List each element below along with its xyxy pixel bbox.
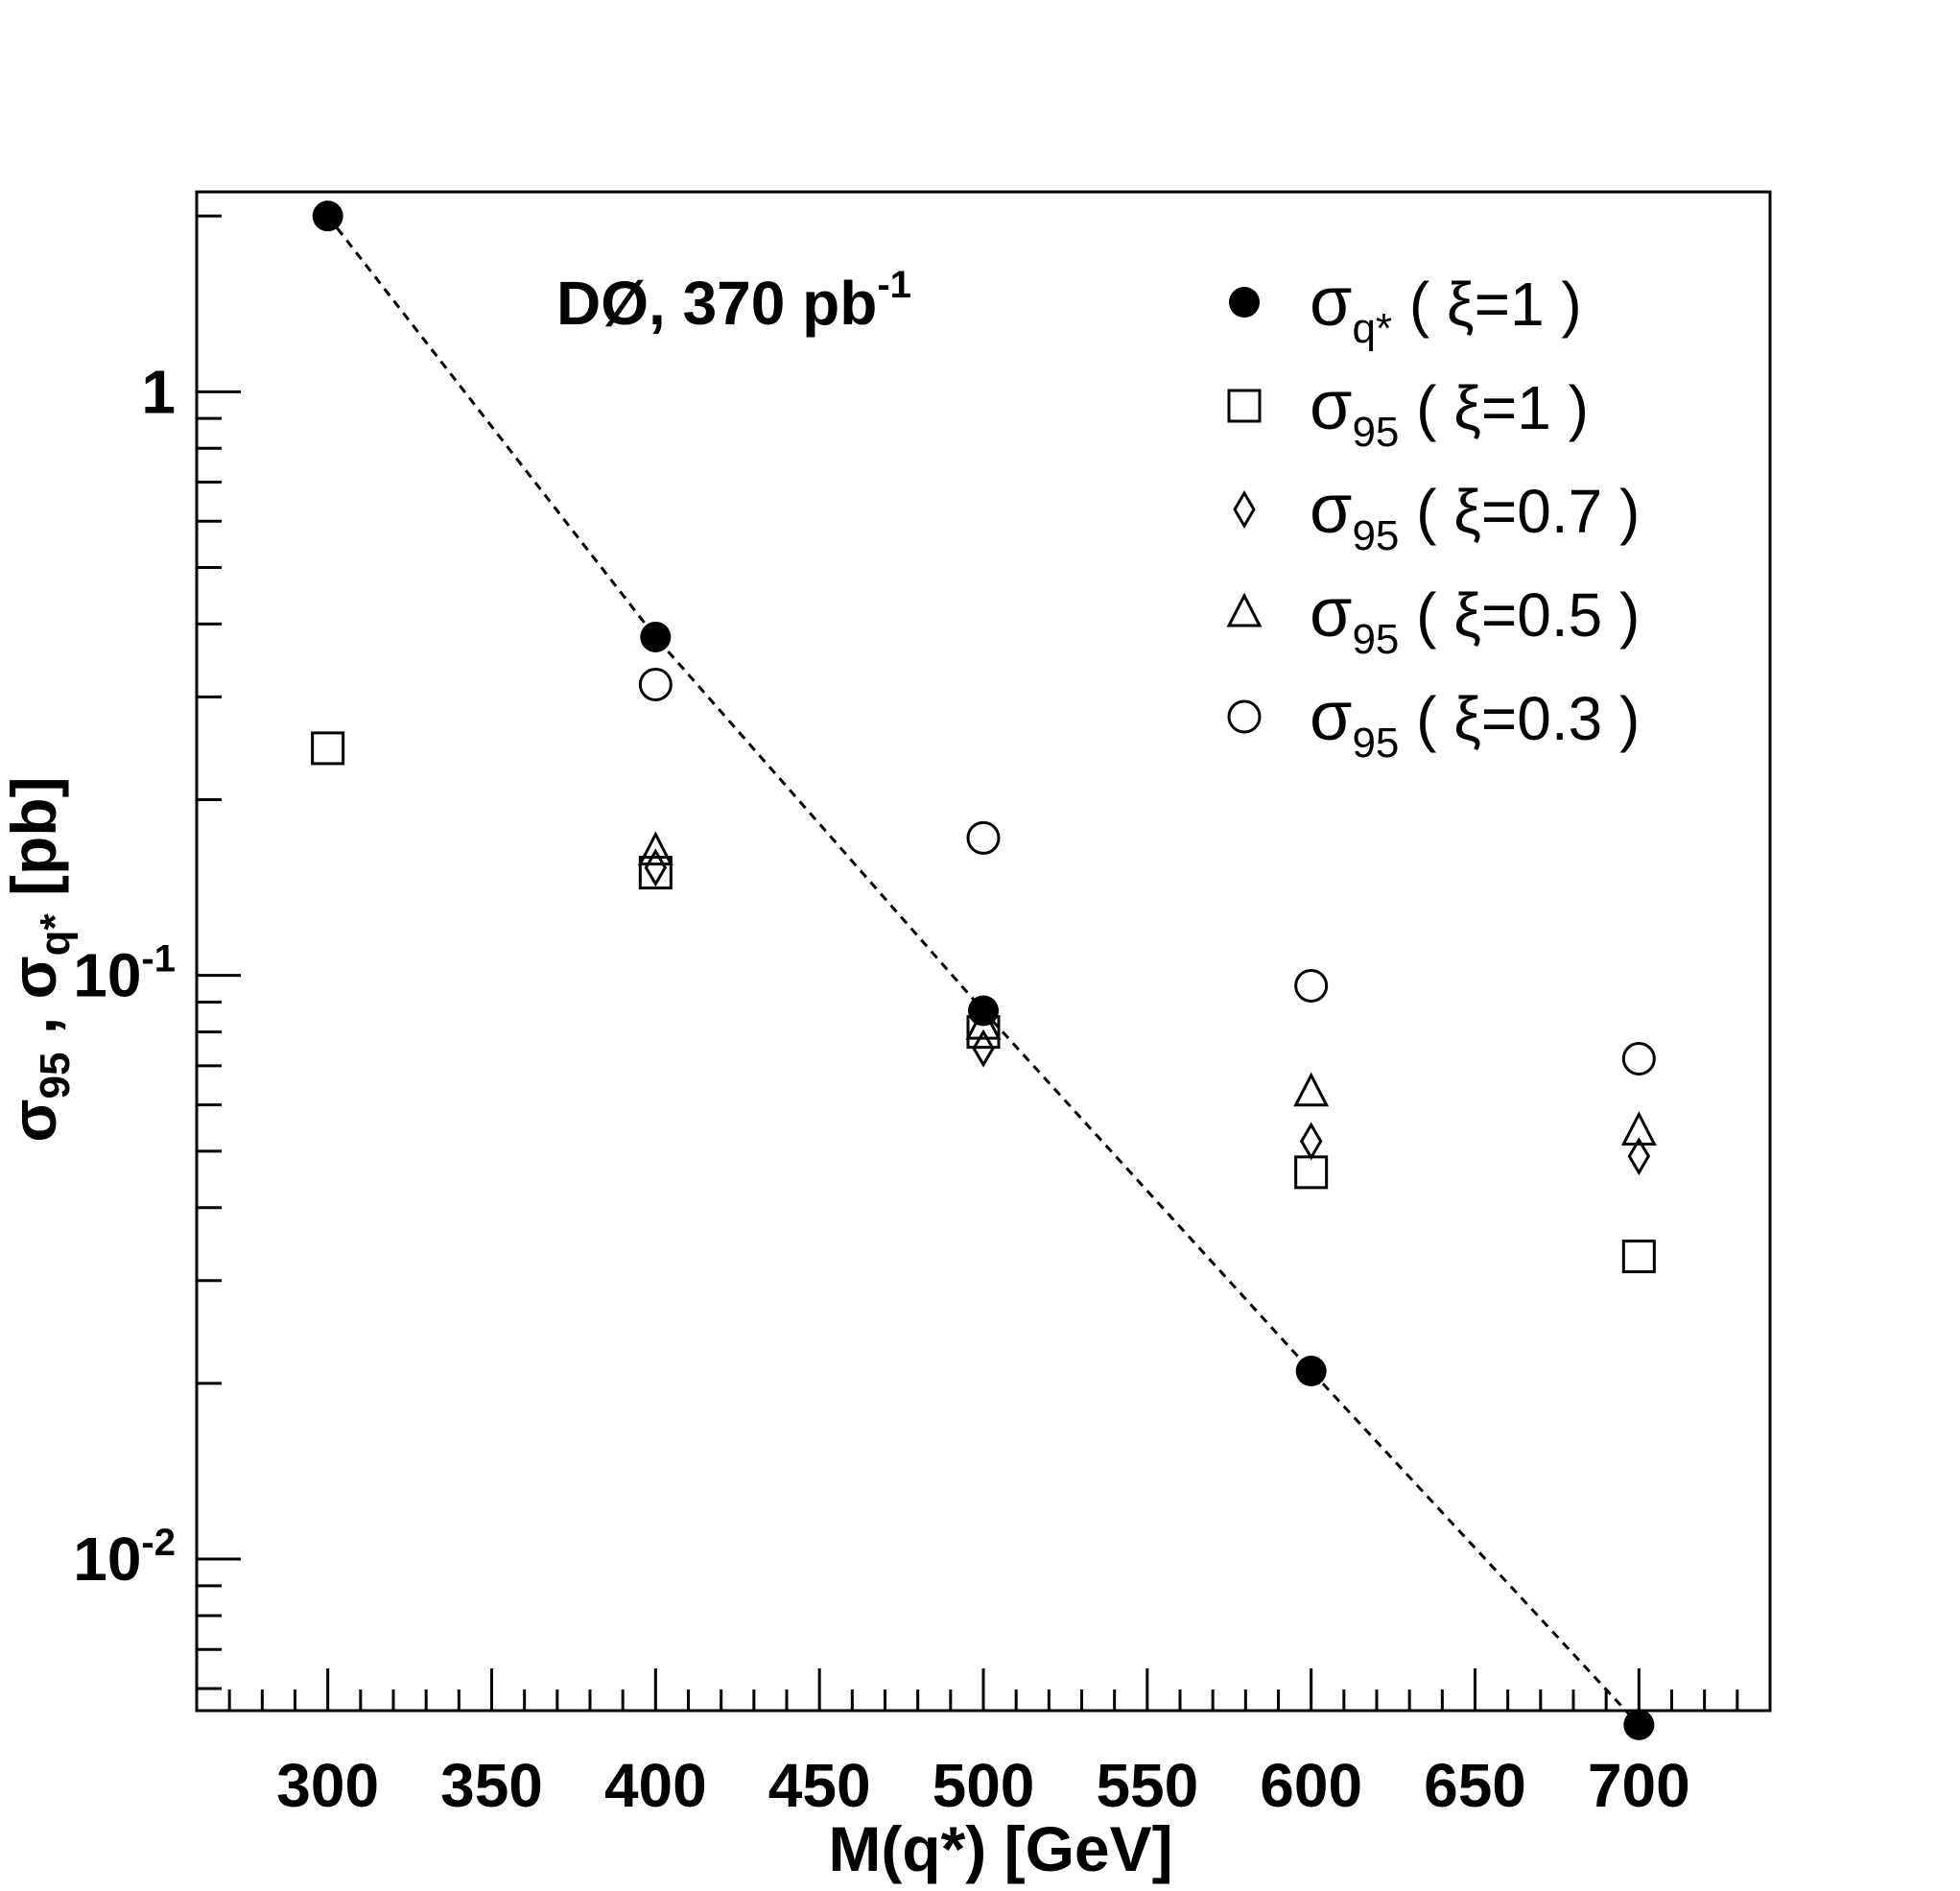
- data-point-sq: [968, 995, 999, 1027]
- legend-label-s95_05: σ95 ( ξ=0.5 ): [1310, 575, 1640, 663]
- data-point-s95_07: [1299, 1122, 1323, 1161]
- legend-marker-s95_07: [1233, 490, 1256, 529]
- data-point-s95_05: [1620, 1111, 1657, 1146]
- y-tick-label: 1: [141, 357, 176, 426]
- data-point-s95_1: [1294, 1155, 1329, 1190]
- y-axis-title: σ95 , σq* [pb]: [0, 776, 79, 1142]
- legend-marker-s95_05: [1226, 592, 1263, 627]
- tick-labels: 300 350 400 450 500 550 600 650 700 1 10-1 10-2: [73, 357, 1689, 1820]
- data-point-s95_1: [311, 731, 345, 766]
- x-tick-label: 500: [933, 1751, 1035, 1820]
- legend-label-s95_03: σ95 ( ξ=0.3 ): [1310, 678, 1640, 767]
- annotation-text: DØ, 370 pb-1: [556, 264, 911, 338]
- x-axis-title: M(q*) [GeV]: [828, 1813, 1172, 1884]
- x-tick-label: 550: [1096, 1751, 1198, 1820]
- y-tick-label: 10-2: [73, 1522, 176, 1594]
- data-point-s95_05: [637, 831, 673, 866]
- data-point-s95_07: [972, 1028, 995, 1068]
- legend-label-sq: σq* ( ξ=1 ): [1310, 264, 1582, 352]
- x-tick-label: 600: [1260, 1751, 1362, 1820]
- x-tick-label: 650: [1424, 1751, 1526, 1820]
- data-point-s95_1: [1621, 1240, 1656, 1274]
- legend-marker-sq: [1229, 287, 1260, 318]
- data-point-s95_03: [1621, 1041, 1656, 1076]
- legend-label-s95_07: σ95 ( ξ=0.7 ): [1310, 471, 1640, 559]
- y-tick-label: 10-1: [73, 938, 176, 1010]
- data-point-sq: [312, 201, 343, 232]
- data-point-s95_03: [1294, 968, 1329, 1003]
- data-point-s95_03: [638, 668, 673, 702]
- data-point-s95_1: [638, 856, 673, 890]
- legend-marker-s95_03: [1227, 699, 1262, 734]
- axis-ticks: [197, 214, 1739, 1711]
- data-point-sq: [1623, 1709, 1655, 1740]
- legend-marker-s95_1: [1227, 389, 1262, 423]
- data-point-sq: [1295, 1356, 1327, 1387]
- x-tick-label: 450: [768, 1751, 871, 1820]
- data-markers: [311, 201, 1657, 1740]
- legend-label-s95_1: σ95 ( ξ=1 ): [1310, 367, 1589, 456]
- data-point-s95_07: [1627, 1137, 1651, 1176]
- data-point-sq: [640, 621, 672, 652]
- x-tick-label: 400: [604, 1751, 707, 1820]
- data-point-s95_05: [1293, 1072, 1330, 1107]
- legend: σq* ( ξ=1 ) σ95 ( ξ=1 ) σ95 ( ξ=0.7 ) σ95 (…: [1226, 264, 1640, 767]
- data-point-s95_03: [966, 820, 1001, 855]
- x-tick-label: 700: [1588, 1751, 1690, 1820]
- x-tick-label: 300: [276, 1751, 379, 1820]
- x-tick-label: 350: [440, 1751, 543, 1820]
- data-point-s95_07: [644, 848, 668, 887]
- fit-line: [326, 215, 1641, 1726]
